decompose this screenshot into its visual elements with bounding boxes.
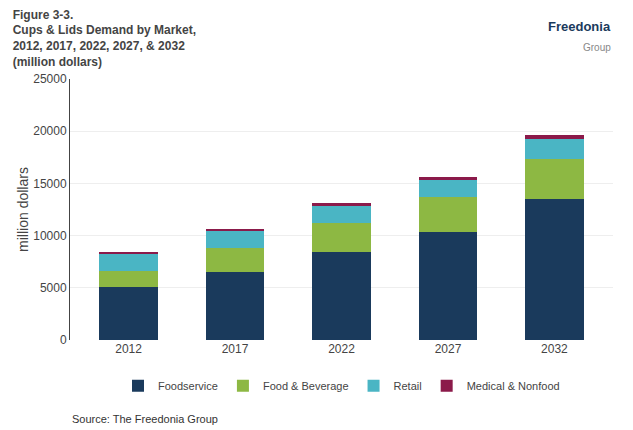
svg-text:Medical & Nonfood: Medical & Nonfood (467, 380, 560, 392)
svg-text:Figure 3-3.Cups & Lids Demand: Figure 3-3.Cups & Lids Demand by Market,… (13, 8, 196, 69)
svg-text:Foodservice: Foodservice (158, 380, 218, 392)
svg-text:Retail: Retail (394, 380, 422, 392)
svg-text:2022: 2022 (328, 342, 355, 356)
svg-text:2012: 2012 (115, 342, 142, 356)
svg-text:25000: 25000 (33, 72, 67, 86)
svg-text:0: 0 (60, 333, 67, 347)
svg-text:2027: 2027 (435, 342, 462, 356)
svg-text:10000: 10000 (33, 229, 67, 243)
svg-text:Freedonia: Freedonia (548, 19, 611, 34)
svg-text:Source: The Freedonia Group: Source: The Freedonia Group (72, 413, 218, 425)
svg-text:2032: 2032 (541, 342, 568, 356)
svg-text:Group: Group (583, 42, 611, 53)
svg-text:Food & Beverage: Food & Beverage (263, 380, 349, 392)
svg-text:15000: 15000 (33, 177, 67, 191)
svg-text:2017: 2017 (222, 342, 249, 356)
svg-text:5000: 5000 (40, 281, 67, 295)
svg-text:20000: 20000 (33, 124, 67, 138)
svg-text:million dollars: million dollars (15, 167, 31, 252)
